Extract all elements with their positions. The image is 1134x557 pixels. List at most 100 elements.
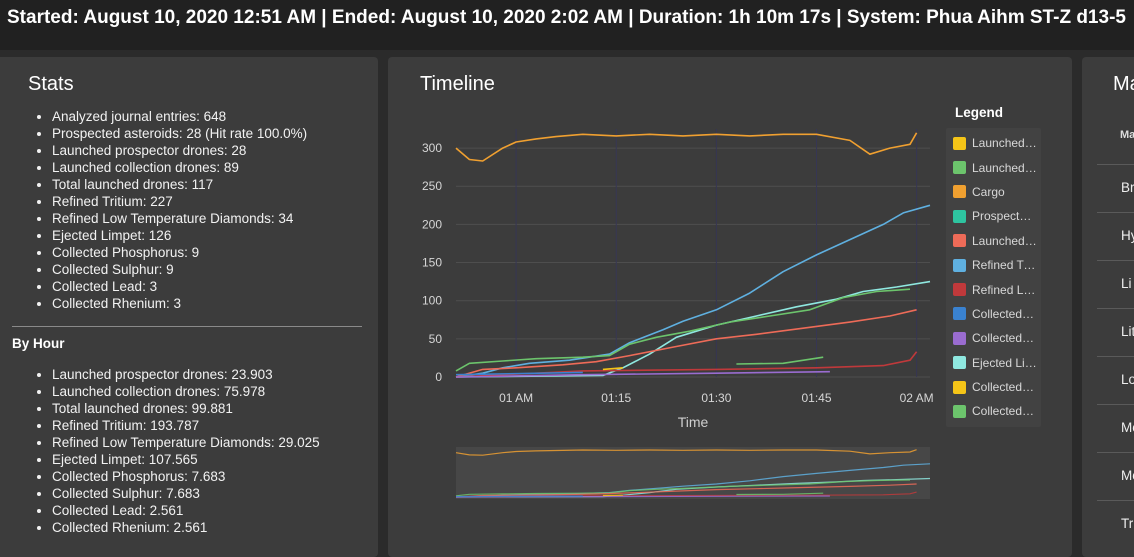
legend-label: Refined L… <box>972 283 1037 297</box>
session-summary-bar: Started: August 10, 2020 12:51 AM | Ende… <box>0 0 1134 50</box>
legend-item[interactable]: Launched… <box>946 131 1041 155</box>
stat-item: Ejected Limpet: 107.565 <box>52 451 320 468</box>
stats-divider <box>12 326 362 327</box>
range-navigator[interactable] <box>456 447 930 499</box>
legend-item[interactable]: Collected… <box>946 326 1041 350</box>
y-tick-label: 150 <box>422 256 442 270</box>
y-tick-label: 250 <box>422 179 442 193</box>
stat-item: Total launched drones: 117 <box>52 176 307 193</box>
series-line <box>456 133 917 161</box>
chart-series <box>456 133 930 377</box>
legend-swatch <box>953 356 966 369</box>
stat-item: Collected Sulphur: 9 <box>52 261 307 278</box>
stats-panel: Stats Analyzed journal entries: 648Prosp… <box>0 57 378 557</box>
navigator-background <box>456 447 930 499</box>
legend-item[interactable]: Cargo <box>946 180 1041 204</box>
legend-label: Launched… <box>972 161 1037 175</box>
stat-item: Collected Phosphorus: 9 <box>52 244 307 261</box>
legend-swatch <box>953 137 966 150</box>
material-row[interactable]: Mc <box>1097 452 1134 500</box>
stat-item: Collected Rhenium: 3 <box>52 295 307 312</box>
stat-item: Refined Tritium: 227 <box>52 193 307 210</box>
legend-label: Cargo <box>972 185 1037 199</box>
legend-item[interactable]: Refined Tr… <box>946 253 1041 277</box>
material-row[interactable]: Hy <box>1097 212 1134 260</box>
stat-item: Collected Lead: 3 <box>52 278 307 295</box>
y-tick-label: 200 <box>422 217 442 231</box>
legend-item[interactable]: Collected… <box>946 399 1041 423</box>
legend-label: Ejected Li… <box>972 356 1037 370</box>
legend-swatch <box>953 210 966 223</box>
legend-items: Launched… Launched… Cargo Prospect… Launched… <box>946 128 1041 427</box>
legend-label: Launched… <box>972 234 1037 248</box>
legend-title: Legend <box>955 105 1041 120</box>
material-row[interactable]: Li <box>1097 260 1134 308</box>
y-tick-label: 300 <box>422 141 442 155</box>
stat-item: Total launched drones: 99.881 <box>52 400 320 417</box>
x-tick-label: 01 AM <box>499 391 533 405</box>
stat-item: Launched collection drones: 75.978 <box>52 383 320 400</box>
legend-swatch <box>953 161 966 174</box>
legend-swatch <box>953 405 966 418</box>
material-row[interactable]: Br <box>1097 164 1134 212</box>
legend-item[interactable]: Refined L… <box>946 277 1041 301</box>
stat-item: Collected Lead: 2.561 <box>52 502 320 519</box>
stat-item: Refined Tritium: 193.787 <box>52 417 320 434</box>
stat-item: Collected Sulphur: 7.683 <box>52 485 320 502</box>
by-hour-list: Launched prospector drones: 23.903Launch… <box>0 366 320 536</box>
series-line <box>456 289 910 371</box>
stat-item: Launched collection drones: 89 <box>52 159 307 176</box>
legend-swatch <box>953 307 966 320</box>
material-row[interactable]: Mc <box>1097 404 1134 452</box>
legend-item[interactable]: Ejected Li… <box>946 351 1041 375</box>
stat-item: Ejected Limpet: 126 <box>52 227 307 244</box>
x-tick-label: 01:45 <box>801 391 831 405</box>
legend-label: Collected… <box>972 307 1037 321</box>
materials-panel: Ma Ma BrHyLiLitLoMcMcTr <box>1082 57 1134 557</box>
legend-swatch <box>953 381 966 394</box>
stat-item: Analyzed journal entries: 648 <box>52 108 307 125</box>
legend-item[interactable]: Launched… <box>946 229 1041 253</box>
stat-item: Launched prospector drones: 28 <box>52 142 307 159</box>
legend-label: Prospect… <box>972 209 1037 223</box>
stat-item: Collected Phosphorus: 7.683 <box>52 468 320 485</box>
stat-item: Prospected asteroids: 28 (Hit rate 100.0… <box>52 125 307 142</box>
y-tick-label: 50 <box>429 332 443 346</box>
materials-title: Ma <box>1113 73 1134 96</box>
series-line <box>456 282 930 377</box>
material-row[interactable]: Lo <box>1097 356 1134 404</box>
stat-item: Collected Rhenium: 2.561 <box>52 519 320 536</box>
legend-swatch <box>953 283 966 296</box>
material-row[interactable]: Tr <box>1097 500 1134 548</box>
stat-item: Launched prospector drones: 23.903 <box>52 366 320 383</box>
y-tick-label: 0 <box>435 370 442 384</box>
x-tick-label: 02 AM <box>900 391 934 405</box>
material-row[interactable]: Lit <box>1097 308 1134 356</box>
stats-list: Analyzed journal entries: 648Prospected … <box>0 108 307 312</box>
x-axis-title: Time <box>678 414 709 430</box>
legend-swatch <box>953 259 966 272</box>
legend-item[interactable]: Collected… <box>946 302 1041 326</box>
legend-label: Launched… <box>972 136 1037 150</box>
series-line <box>456 205 930 377</box>
legend-swatch <box>953 332 966 345</box>
series-line <box>736 357 823 364</box>
session-summary: Started: August 10, 2020 12:51 AM | Ende… <box>7 7 1126 28</box>
legend-item[interactable]: Collected… <box>946 375 1041 399</box>
y-tick-label: 100 <box>422 294 442 308</box>
legend-item[interactable]: Launched… <box>946 155 1041 179</box>
legend-item[interactable]: Prospect… <box>946 204 1041 228</box>
navigator-series-line <box>456 496 583 497</box>
legend-label: Refined Tr… <box>972 258 1037 272</box>
legend-label: Collected… <box>972 380 1037 394</box>
chart-grid <box>456 129 930 377</box>
legend-label: Collected… <box>972 331 1037 345</box>
x-tick-label: 01:15 <box>601 391 631 405</box>
stat-item: Refined Low Temperature Diamonds: 34 <box>52 210 307 227</box>
stats-title: Stats <box>28 73 74 96</box>
legend-label: Collected… <box>972 404 1037 418</box>
by-hour-heading: By Hour <box>12 336 65 351</box>
